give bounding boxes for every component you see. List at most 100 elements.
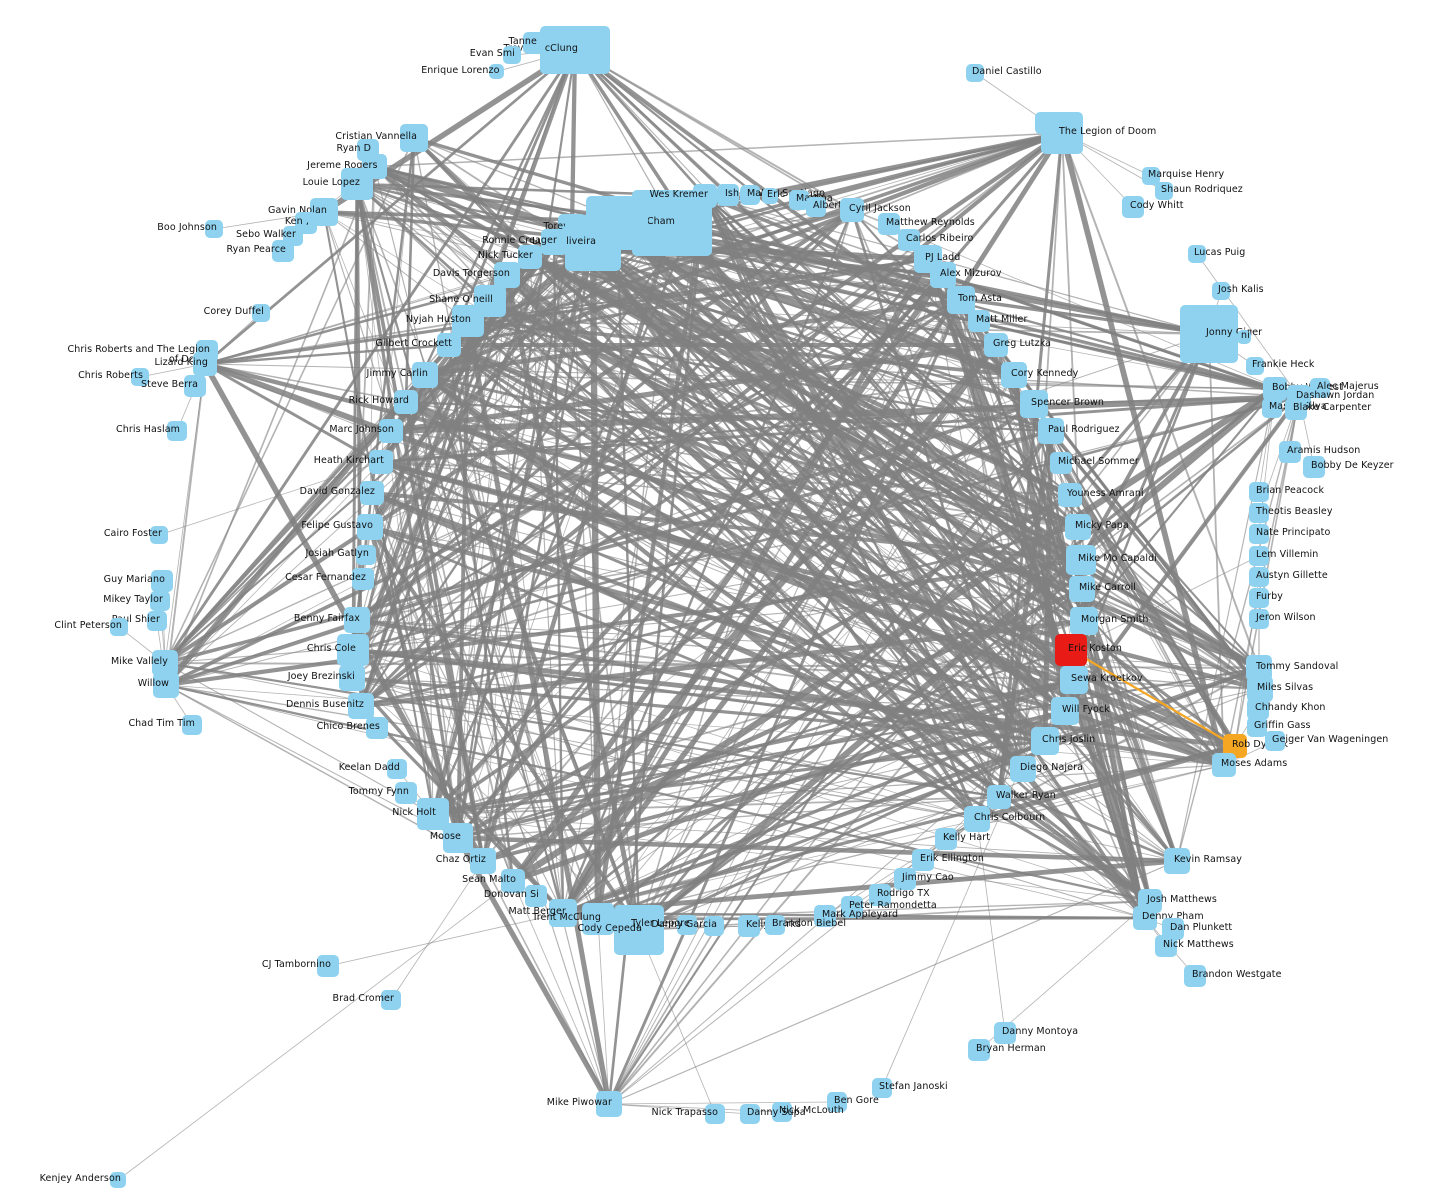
- graph-node[interactable]: [1133, 906, 1157, 930]
- graph-node[interactable]: [153, 672, 179, 698]
- graph-node[interactable]: [1262, 398, 1282, 418]
- graph-node[interactable]: [1050, 452, 1072, 474]
- graph-node[interactable]: [1310, 378, 1330, 398]
- graph-node[interactable]: [966, 64, 984, 82]
- graph-node[interactable]: [437, 333, 461, 357]
- graph-node[interactable]: [772, 1102, 792, 1122]
- graph-node[interactable]: [1212, 753, 1236, 777]
- graph-node[interactable]: [1249, 503, 1269, 523]
- graph-node[interactable]: [412, 362, 438, 388]
- graph-node[interactable]: [360, 481, 384, 505]
- graph-node[interactable]: [184, 375, 206, 397]
- graph-node[interactable]: [1164, 848, 1190, 874]
- graph-node[interactable]: [1155, 182, 1173, 200]
- graph-node[interactable]: [814, 905, 836, 927]
- graph-node[interactable]: [1055, 634, 1087, 666]
- graph-node[interactable]: [1142, 167, 1160, 185]
- graph-node[interactable]: [1031, 727, 1059, 755]
- graph-node[interactable]: [494, 262, 520, 288]
- graph-node[interactable]: [379, 419, 403, 443]
- graph-node[interactable]: [152, 650, 178, 676]
- graph-node[interactable]: [150, 591, 170, 611]
- graph-node[interactable]: [872, 1078, 892, 1098]
- graph-node[interactable]: [147, 611, 167, 631]
- graph-node[interactable]: [565, 215, 621, 271]
- graph-node[interactable]: [1069, 576, 1095, 602]
- graph-node[interactable]: [1058, 483, 1082, 507]
- graph-node[interactable]: [518, 245, 542, 269]
- graph-node[interactable]: [894, 868, 916, 890]
- graph-node[interactable]: [400, 124, 428, 152]
- graph-node[interactable]: [525, 885, 547, 907]
- graph-node[interactable]: [968, 310, 990, 332]
- graph-node[interactable]: [1010, 756, 1036, 782]
- graph-node[interactable]: [704, 916, 724, 936]
- graph-node[interactable]: [1279, 441, 1301, 463]
- graph-node[interactable]: [395, 782, 417, 804]
- graph-node[interactable]: [1265, 731, 1285, 751]
- graph-node[interactable]: [489, 64, 504, 79]
- graph-node[interactable]: [994, 1022, 1016, 1044]
- graph-node[interactable]: [167, 421, 187, 441]
- graph-node[interactable]: [1249, 524, 1269, 544]
- graph-node[interactable]: [1188, 245, 1206, 263]
- graph-node[interactable]: [110, 1172, 126, 1188]
- graph-node[interactable]: [1122, 196, 1144, 218]
- graph-node[interactable]: [317, 955, 339, 977]
- graph-node[interactable]: [841, 896, 863, 918]
- graph-node[interactable]: [366, 717, 388, 739]
- graph-node[interactable]: [765, 915, 785, 935]
- graph-node[interactable]: [348, 693, 374, 719]
- graph-node[interactable]: [1212, 282, 1230, 300]
- graph-node[interactable]: [182, 715, 202, 735]
- graph-node[interactable]: [1162, 918, 1184, 940]
- graph-node[interactable]: [1249, 588, 1269, 608]
- graph-node[interactable]: [1247, 698, 1269, 720]
- graph-node[interactable]: [352, 568, 374, 590]
- graph-node[interactable]: [964, 806, 990, 832]
- graph-node[interactable]: [150, 526, 168, 544]
- graph-node[interactable]: [549, 899, 577, 927]
- graph-node[interactable]: [935, 828, 957, 850]
- graph-node[interactable]: [984, 333, 1008, 357]
- graph-node[interactable]: [912, 849, 934, 871]
- graph-node[interactable]: [1247, 676, 1273, 702]
- graph-node[interactable]: [705, 1104, 725, 1124]
- graph-node[interactable]: [339, 665, 365, 691]
- graph-node[interactable]: [381, 990, 401, 1010]
- graph-node[interactable]: [1247, 717, 1267, 737]
- graph-node[interactable]: [1020, 390, 1048, 418]
- graph-node[interactable]: [582, 903, 614, 935]
- graph-node[interactable]: [840, 198, 864, 222]
- graph-node[interactable]: [1285, 398, 1307, 420]
- graph-node[interactable]: [1001, 362, 1027, 388]
- graph-node[interactable]: [1249, 567, 1269, 587]
- graph-node[interactable]: [131, 368, 149, 386]
- graph-node[interactable]: [193, 352, 217, 376]
- graph-node[interactable]: [110, 618, 128, 636]
- graph-node[interactable]: [341, 168, 373, 200]
- graph-node[interactable]: [1070, 607, 1098, 635]
- graph-node[interactable]: [878, 213, 900, 235]
- graph-node[interactable]: [1180, 305, 1238, 363]
- graph-node[interactable]: [614, 905, 664, 955]
- graph-node[interactable]: [252, 304, 270, 322]
- graph-node[interactable]: [717, 184, 739, 206]
- graph-node[interactable]: [1065, 514, 1091, 540]
- graph-node[interactable]: [930, 262, 956, 288]
- graph-node[interactable]: [738, 915, 760, 937]
- graph-node[interactable]: [272, 240, 294, 262]
- graph-node[interactable]: [740, 1104, 760, 1124]
- graph-node[interactable]: [806, 197, 826, 217]
- graph-node[interactable]: [1237, 330, 1251, 344]
- graph-node[interactable]: [789, 190, 809, 210]
- graph-node[interactable]: [501, 869, 525, 893]
- graph-node[interactable]: [470, 848, 496, 874]
- graph-node[interactable]: [1249, 482, 1269, 502]
- graph-node[interactable]: [596, 1091, 622, 1117]
- graph-node[interactable]: [947, 286, 975, 314]
- graph-node[interactable]: [357, 514, 383, 540]
- graph-node[interactable]: [1051, 697, 1079, 725]
- graph-node[interactable]: [1155, 935, 1177, 957]
